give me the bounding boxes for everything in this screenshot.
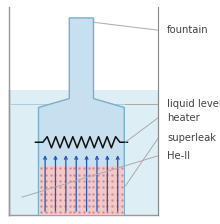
Text: fountain: fountain <box>167 25 209 35</box>
Bar <box>38 166 124 215</box>
Polygon shape <box>38 18 124 215</box>
Text: superleak: superleak <box>167 133 216 143</box>
Text: heater: heater <box>167 113 200 123</box>
Text: liquid level: liquid level <box>167 99 220 109</box>
Text: He-II: He-II <box>167 151 190 161</box>
Bar <box>9 90 158 215</box>
